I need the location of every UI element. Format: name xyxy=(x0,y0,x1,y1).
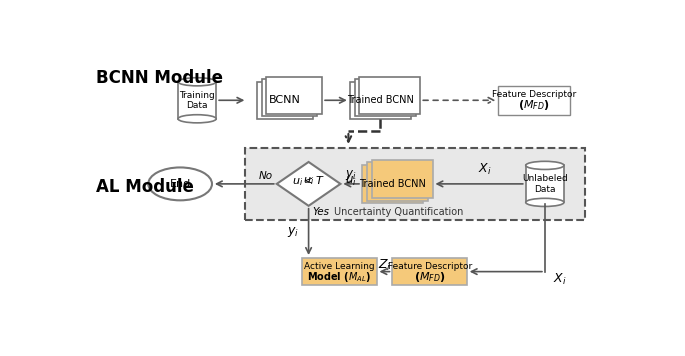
Bar xyxy=(178,82,216,119)
Text: Active Learning: Active Learning xyxy=(304,262,375,271)
Bar xyxy=(245,148,584,220)
Bar xyxy=(362,165,423,203)
Bar xyxy=(262,79,317,116)
Bar xyxy=(360,77,421,114)
Text: Training
Data: Training Data xyxy=(179,90,215,110)
Text: AL Module: AL Module xyxy=(96,178,194,196)
Text: BCNN Module: BCNN Module xyxy=(96,69,223,87)
Text: $u_i < T$: $u_i < T$ xyxy=(292,174,325,188)
Ellipse shape xyxy=(178,115,216,123)
Ellipse shape xyxy=(525,161,564,169)
Bar xyxy=(257,82,312,119)
Text: $\mathbf{\mathit{u_i}}$: $\mathbf{\mathit{u_i}}$ xyxy=(303,175,314,187)
Text: Feature Descriptor: Feature Descriptor xyxy=(388,262,472,271)
Bar xyxy=(355,79,416,116)
Text: $Z_i$: $Z_i$ xyxy=(378,258,391,273)
Text: Trained BCNN: Trained BCNN xyxy=(359,179,426,189)
Text: Trained BCNN: Trained BCNN xyxy=(347,95,414,105)
Bar xyxy=(366,162,427,201)
Bar xyxy=(393,258,466,285)
Bar xyxy=(350,82,411,119)
Text: Uncertainty Quantification: Uncertainty Quantification xyxy=(334,207,464,217)
Text: $X_i$: $X_i$ xyxy=(553,272,566,287)
Text: Unlabeled
Data: Unlabeled Data xyxy=(522,174,568,194)
Polygon shape xyxy=(277,162,340,206)
Bar xyxy=(499,86,570,115)
Text: $y_i$: $y_i$ xyxy=(345,168,357,182)
Text: BCNN: BCNN xyxy=(269,95,301,105)
Bar xyxy=(302,258,377,285)
Bar xyxy=(525,166,564,203)
Bar xyxy=(371,160,432,198)
Text: Feature Descriptor: Feature Descriptor xyxy=(492,90,576,99)
Text: No: No xyxy=(258,171,273,181)
Bar xyxy=(266,77,322,114)
Text: ($\mathit{M}_{FD}$): ($\mathit{M}_{FD}$) xyxy=(519,98,550,112)
Ellipse shape xyxy=(525,198,564,206)
Text: Yes: Yes xyxy=(312,207,329,217)
Text: $u_i$: $u_i$ xyxy=(345,175,357,188)
Text: $y_i$: $y_i$ xyxy=(286,225,299,239)
Text: End: End xyxy=(169,179,190,189)
Text: Model ($\mathit{M}_{AL}$): Model ($\mathit{M}_{AL}$) xyxy=(308,269,371,283)
Ellipse shape xyxy=(178,78,216,86)
Ellipse shape xyxy=(148,167,212,200)
Text: $X_i$: $X_i$ xyxy=(477,162,491,177)
Text: ($\mathit{M}_{FD}$): ($\mathit{M}_{FD}$) xyxy=(414,269,445,283)
